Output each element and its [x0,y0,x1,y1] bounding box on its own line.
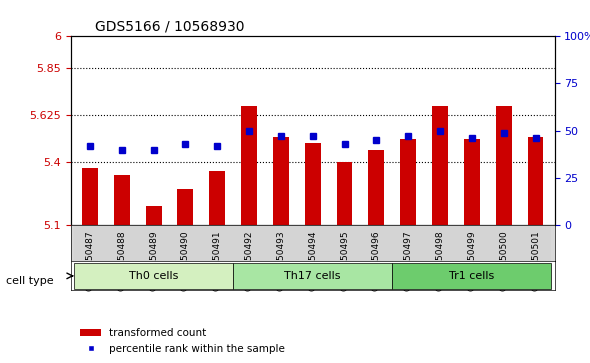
Bar [169,36,201,225]
Text: GSM1350492: GSM1350492 [244,231,254,291]
Bar [106,225,137,261]
Text: Tr1 cells: Tr1 cells [449,271,494,281]
Bar [233,36,265,225]
Bar [424,225,456,261]
Bar [137,36,169,225]
Text: Th17 cells: Th17 cells [284,271,341,281]
Bar [137,225,169,261]
FancyBboxPatch shape [74,263,233,289]
Bar [201,225,233,261]
Bar [297,36,329,225]
Text: GSM1350489: GSM1350489 [149,231,158,291]
Bar [496,106,512,225]
Bar [424,36,456,225]
Text: GSM1350488: GSM1350488 [117,231,126,291]
Bar [527,137,543,225]
Bar [74,36,106,225]
Bar [233,225,265,261]
Bar [265,225,297,261]
FancyBboxPatch shape [233,263,392,289]
Bar [520,36,552,225]
Bar [82,168,98,225]
Bar [464,139,480,225]
Bar [392,36,424,225]
Text: GSM1350499: GSM1350499 [467,231,476,291]
Text: Th0 cells: Th0 cells [129,271,178,281]
Bar [297,225,329,261]
Bar [488,225,520,261]
Bar [146,206,162,225]
Bar [178,189,194,225]
Text: GSM1350495: GSM1350495 [340,231,349,291]
Bar [329,36,360,225]
Text: GSM1350494: GSM1350494 [308,231,317,291]
Bar [201,36,233,225]
Text: GSM1350491: GSM1350491 [213,231,222,291]
Bar [488,36,520,225]
Bar [106,36,137,225]
Text: GSM1350487: GSM1350487 [86,231,94,291]
Text: GSM1350497: GSM1350497 [404,231,412,291]
FancyBboxPatch shape [392,263,552,289]
Bar [114,175,130,225]
Legend: transformed count, percentile rank within the sample: transformed count, percentile rank withi… [76,324,289,358]
Bar [209,171,225,225]
Bar [360,225,392,261]
Bar [360,36,392,225]
Bar [520,225,552,261]
Bar [456,225,488,261]
Text: cell type: cell type [6,276,54,286]
Bar [456,36,488,225]
Bar [400,139,416,225]
Bar [169,225,201,261]
Bar [368,150,384,225]
Bar [329,225,360,261]
Bar [392,225,424,261]
Bar [273,137,289,225]
Text: GDS5166 / 10568930: GDS5166 / 10568930 [95,20,244,34]
Text: GSM1350496: GSM1350496 [372,231,381,291]
Bar [241,106,257,225]
Bar [336,162,352,225]
Bar [305,143,320,225]
Text: GSM1350493: GSM1350493 [276,231,286,291]
Text: GSM1350501: GSM1350501 [531,231,540,291]
Text: GSM1350490: GSM1350490 [181,231,190,291]
Text: GSM1350500: GSM1350500 [499,231,508,291]
Bar [432,106,448,225]
Bar [265,36,297,225]
Bar [74,225,106,261]
Text: GSM1350498: GSM1350498 [435,231,444,291]
